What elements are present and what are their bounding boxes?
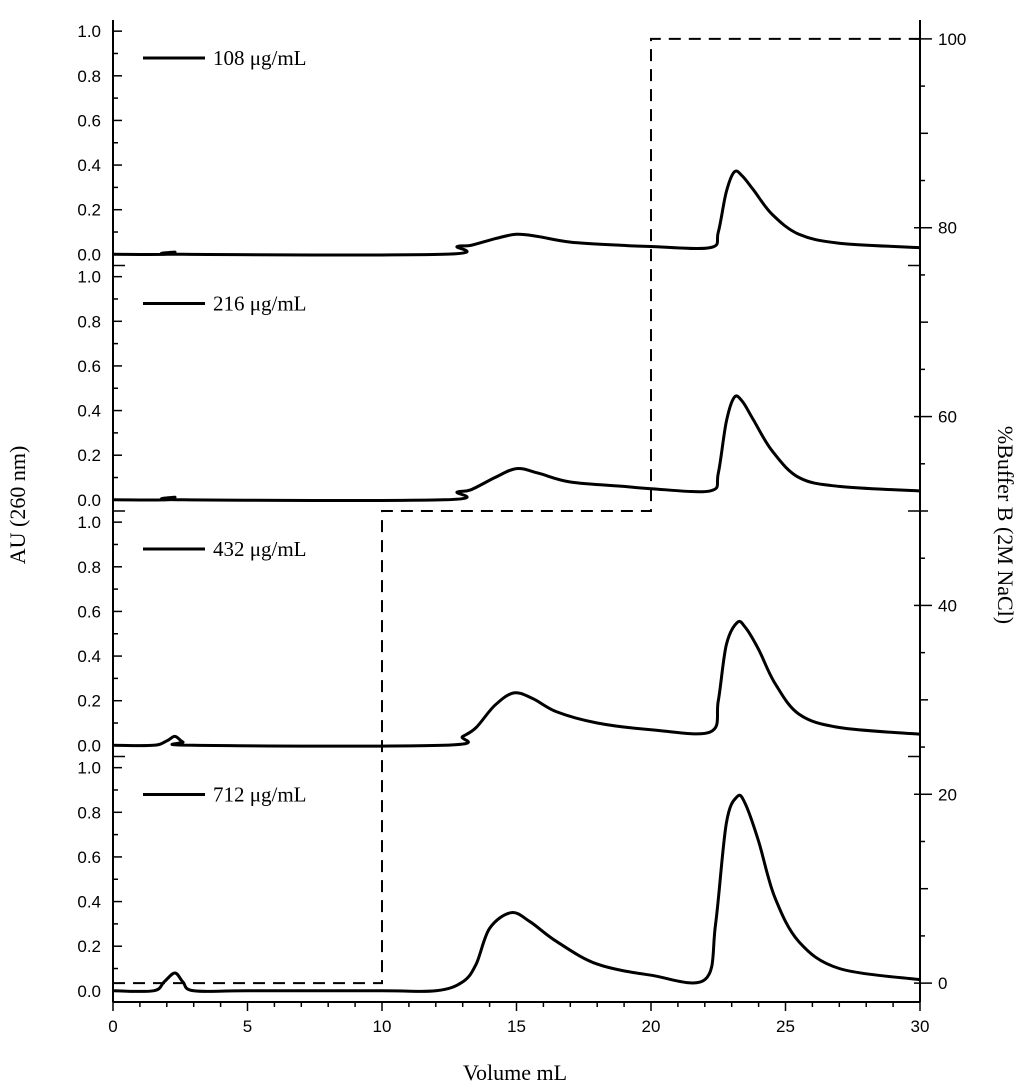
- y-left-tick-label: 0.0: [77, 245, 101, 264]
- x-axis-title: Volume mL: [463, 1060, 567, 1085]
- legend-label-panel-2: 216 μg/mL: [213, 292, 307, 316]
- y-left-tick-label: 0.0: [77, 736, 101, 755]
- y-left-tick-label: 1.0: [77, 22, 101, 41]
- y-left-tick-label: 1.0: [77, 759, 101, 778]
- series-line-panel-2: [112, 394, 921, 503]
- x-tick-label: 5: [243, 1017, 252, 1036]
- y-left-tick-label: 0.2: [77, 446, 101, 465]
- y-left-tick-label: 0.6: [77, 848, 101, 867]
- x-tick-label: 20: [642, 1017, 661, 1036]
- x-tick-label: 25: [776, 1017, 795, 1036]
- y-right-tick-label: 20: [938, 785, 957, 804]
- series-line-panel-3: [112, 619, 921, 748]
- y-left-tick-label: 0.8: [77, 558, 101, 577]
- legend-group: 108 μg/mL 216 μg/mL 432 μg/mL 712 μg/mL: [143, 46, 307, 807]
- series-line-panel-1: [112, 169, 921, 257]
- x-tick-label: 0: [108, 1017, 117, 1036]
- y-left-tick-label: 0.2: [77, 937, 101, 956]
- y-left-tick-label: 0.0: [77, 491, 101, 510]
- y-right-tick-label: 40: [938, 596, 957, 615]
- y-left-tick-label: 0.2: [77, 692, 101, 711]
- ticks-group: 0 5 10 15 20 25 30 0.0 0.2 0.4 0.6 0.8 1.0 0.0 0.2 0.4 0…: [77, 22, 966, 1036]
- y-right-tick-label: 80: [938, 219, 957, 238]
- y-left-tick-label: 1.0: [77, 513, 101, 532]
- x-tick-label: 10: [373, 1017, 392, 1036]
- series-line-buffer-b: [113, 37, 920, 985]
- lines-group: [112, 37, 921, 993]
- y-left-tick-label: 0.8: [77, 803, 101, 822]
- y-left-tick-label: 0.6: [77, 111, 101, 130]
- y-axis-left-title: AU (260 nm): [5, 446, 30, 565]
- y-right-tick-label: 0: [938, 974, 947, 993]
- x-tick-label: 30: [911, 1017, 930, 1036]
- y-left-tick-label: 0.4: [77, 156, 101, 175]
- y-left-tick-label: 0.4: [77, 647, 101, 666]
- y-axis-right-title: %Buffer B (2M NaCl): [993, 426, 1018, 624]
- legend-label-panel-3: 432 μg/mL: [213, 537, 307, 561]
- y-left-tick-label: 0.6: [77, 602, 101, 621]
- y-left-tick-label: 1.0: [77, 268, 101, 287]
- legend-label-panel-4: 712 μg/mL: [213, 783, 307, 807]
- y-left-tick-label: 0.8: [77, 67, 101, 86]
- y-left-tick-label: 0.4: [77, 402, 101, 421]
- series-line-panel-4: [112, 793, 921, 993]
- x-tick-label: 15: [507, 1017, 526, 1036]
- y-left-tick-label: 0.0: [77, 982, 101, 1001]
- y-right-tick-label: 60: [938, 408, 957, 427]
- y-left-tick-label: 0.2: [77, 201, 101, 220]
- y-left-tick-label: 0.4: [77, 893, 101, 912]
- y-right-tick-label: 100: [938, 30, 966, 49]
- legend-label-panel-1: 108 μg/mL: [213, 46, 307, 70]
- y-left-tick-label: 0.8: [77, 312, 101, 331]
- y-left-tick-label: 0.6: [77, 357, 101, 376]
